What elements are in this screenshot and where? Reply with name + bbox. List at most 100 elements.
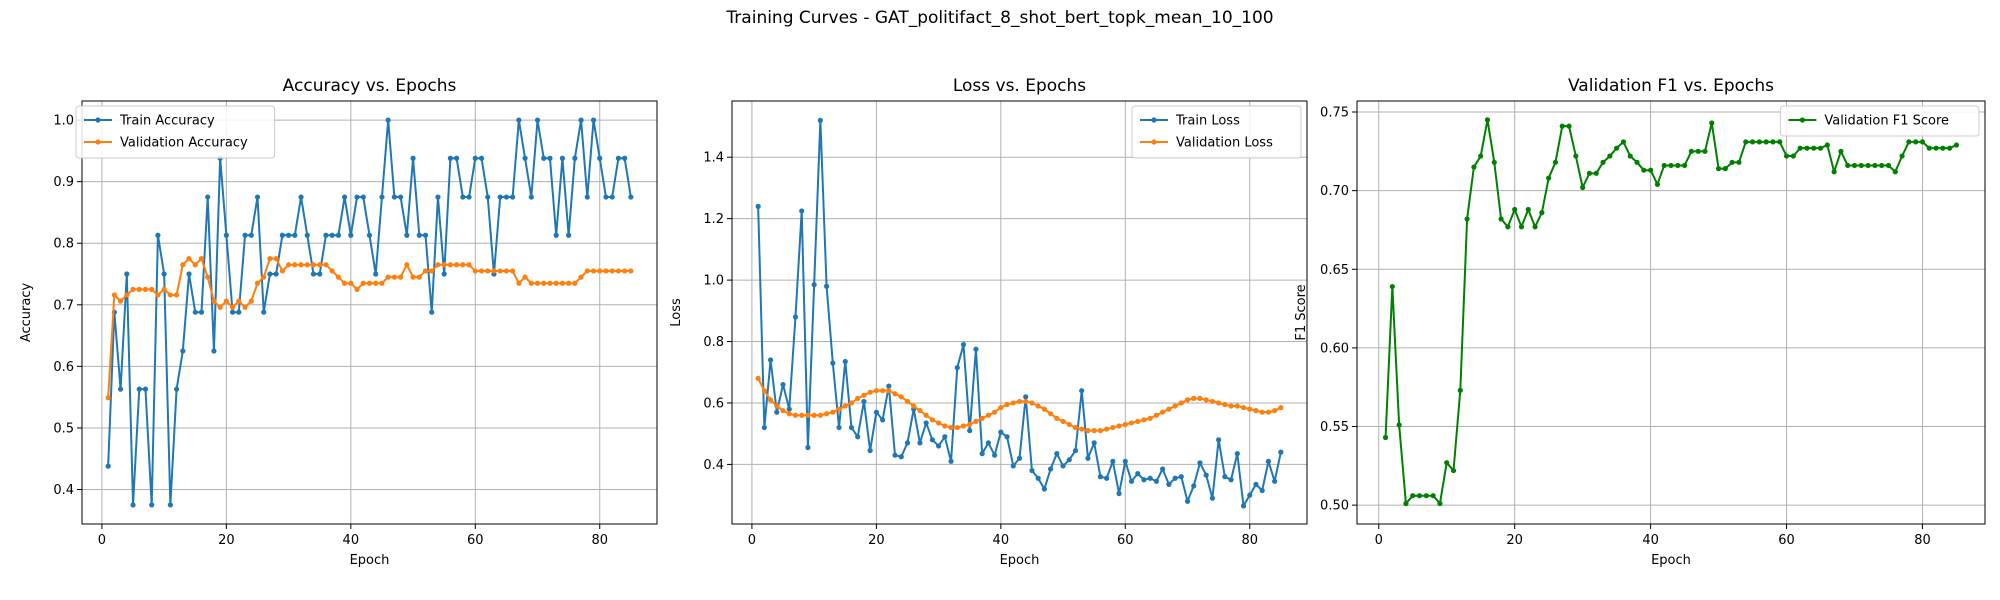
data-point <box>342 194 348 200</box>
y-tick-label: 0.65 <box>1320 263 1349 278</box>
data-point <box>149 502 155 508</box>
data-point <box>761 388 767 394</box>
data-point <box>1091 440 1097 446</box>
data-point <box>1423 493 1429 499</box>
data-point <box>1546 175 1552 181</box>
data-point <box>1614 145 1620 151</box>
data-point <box>1797 145 1803 151</box>
data-point <box>422 268 429 274</box>
data-point <box>923 420 929 426</box>
y-tick-label: 1.0 <box>53 114 74 129</box>
data-point <box>992 409 998 415</box>
data-point <box>167 502 173 508</box>
data-point <box>911 403 917 409</box>
data-point <box>830 409 836 415</box>
data-point <box>1940 145 1946 151</box>
data-point <box>1906 139 1912 145</box>
data-point <box>317 262 323 268</box>
data-point <box>223 298 229 304</box>
data-point <box>811 412 817 418</box>
data-point <box>1648 167 1654 173</box>
data-point <box>454 262 460 268</box>
data-point <box>615 155 622 161</box>
data-point <box>292 232 298 238</box>
data-point <box>1763 139 1769 145</box>
data-point <box>622 268 628 274</box>
data-point <box>1234 403 1240 409</box>
data-point <box>485 268 491 274</box>
data-point <box>780 408 786 414</box>
data-point <box>149 286 155 293</box>
data-point <box>1072 447 1079 454</box>
data-point <box>1552 159 1559 165</box>
data-point <box>1110 458 1116 464</box>
data-point <box>342 280 348 286</box>
data-point <box>522 274 528 280</box>
data-point <box>541 155 547 161</box>
data-point <box>855 434 861 440</box>
legend-label: Train Loss <box>1175 114 1240 129</box>
data-point <box>799 412 805 418</box>
data-point <box>886 383 892 389</box>
data-point <box>1141 477 1147 483</box>
data-point <box>1926 145 1932 151</box>
plot-frame <box>81 100 658 525</box>
data-point <box>979 451 985 457</box>
data-point <box>348 232 354 238</box>
data-point <box>1722 166 1728 172</box>
data-point <box>435 194 441 200</box>
data-point <box>1600 159 1606 165</box>
data-point <box>335 274 341 280</box>
data-point <box>1029 400 1035 406</box>
data-point <box>547 280 553 286</box>
data-point <box>117 386 124 392</box>
data-point <box>167 292 173 298</box>
data-point <box>1410 493 1416 499</box>
y-tick-label: 0.8 <box>703 335 724 350</box>
data-point <box>273 271 279 277</box>
data-point <box>454 155 460 161</box>
data-point <box>429 309 435 315</box>
x-axis-label: Epoch <box>1000 553 1040 568</box>
data-point <box>1197 460 1203 466</box>
data-point <box>460 194 466 200</box>
data-point <box>1389 283 1395 290</box>
data-point <box>230 309 236 315</box>
series-line <box>757 119 1282 507</box>
data-point <box>242 304 248 310</box>
series-1 <box>755 117 1284 509</box>
data-point <box>786 406 792 412</box>
data-point <box>1272 408 1278 414</box>
data-point <box>1947 145 1953 151</box>
data-point <box>522 155 528 161</box>
series-1 <box>105 117 634 508</box>
data-point <box>1104 475 1110 481</box>
data-point <box>1035 475 1041 481</box>
chart-panel-2: Loss vs. Epochs 0 20 40 60 80 0.4 0.6 0.8 1.0 1.2 1… <box>669 76 1308 568</box>
data-point <box>273 256 279 262</box>
data-point <box>998 404 1004 411</box>
data-point <box>1035 403 1041 409</box>
series-1 <box>1382 117 1960 507</box>
data-point <box>391 274 397 280</box>
x-tick-label: 60 <box>467 533 484 548</box>
data-point <box>603 268 609 274</box>
data-point <box>1147 475 1153 481</box>
data-point <box>155 292 161 298</box>
data-point <box>292 262 298 268</box>
data-point <box>823 283 830 289</box>
data-point <box>460 262 466 268</box>
data-point <box>1066 421 1072 428</box>
x-tick-label: 0 <box>1375 533 1383 548</box>
data-point <box>1104 426 1110 432</box>
data-point <box>398 194 404 200</box>
y-axis-label: Accuracy <box>19 283 34 343</box>
data-point <box>354 286 360 293</box>
data-point <box>105 395 111 401</box>
data-point <box>1172 475 1178 481</box>
data-point <box>111 292 117 298</box>
data-point <box>1743 139 1749 145</box>
data-point <box>173 386 180 392</box>
data-point <box>1110 424 1116 431</box>
